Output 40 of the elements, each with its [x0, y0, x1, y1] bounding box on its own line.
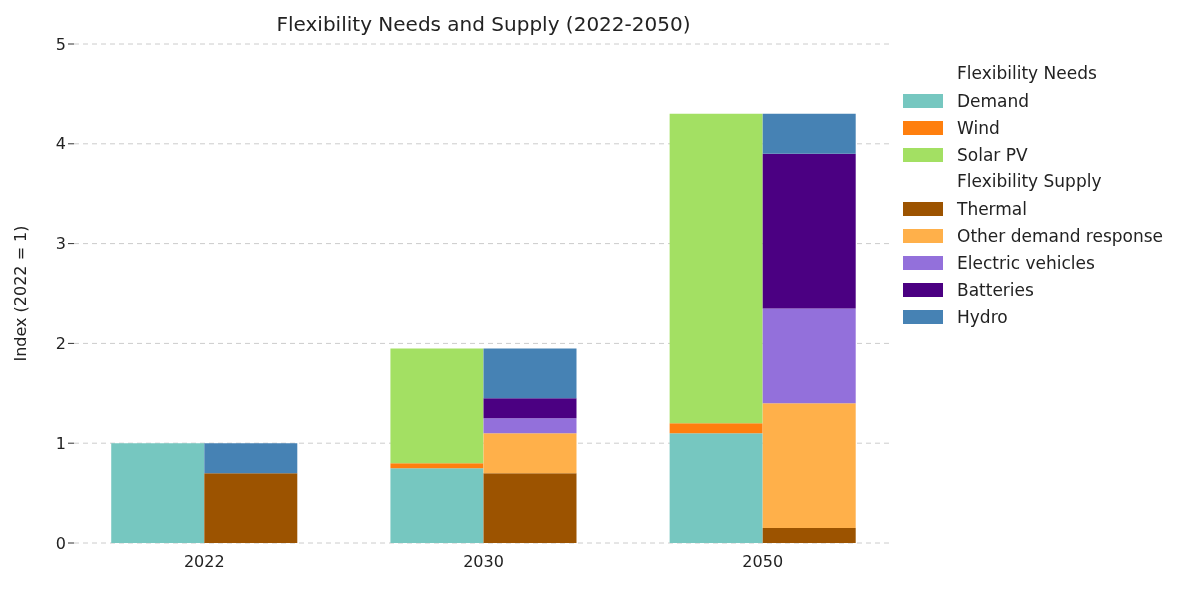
bar — [669, 423, 763, 434]
y-tick-label: 5 — [55, 34, 66, 54]
bar — [762, 153, 856, 309]
bar — [762, 113, 856, 154]
x-tick-label: 2030 — [463, 552, 504, 571]
y-tick-label: 2 — [55, 334, 66, 354]
bar — [483, 433, 577, 474]
bar — [204, 473, 298, 543]
bar — [483, 348, 577, 399]
legend-label: Batteries — [957, 279, 1034, 300]
bar — [762, 403, 856, 529]
y-tick-label: 3 — [55, 234, 66, 254]
bar — [483, 398, 577, 419]
legend-label: Thermal — [957, 198, 1028, 219]
bar — [483, 418, 577, 434]
y-tick-label: 4 — [55, 134, 66, 154]
bar — [390, 463, 484, 469]
x-tick-label: 2022 — [183, 552, 225, 571]
bar — [390, 468, 484, 543]
y-tick-label: 0 — [55, 533, 66, 553]
legend-label: Other demand response — [957, 225, 1164, 246]
bar — [204, 443, 298, 474]
legend-label: Electric vehicles — [957, 252, 1095, 273]
chart-title: Flexibility Needs and Supply (2022-2050) — [275, 12, 692, 36]
y-axis-title: Index (2022 = 1) — [10, 225, 30, 362]
text: Flexibility Needs — [957, 63, 1097, 83]
legend-label: Wind — [957, 117, 1000, 138]
y-tick-label: 1 — [55, 433, 66, 453]
x-tick-label: 2050 — [742, 552, 784, 571]
bar — [762, 528, 856, 543]
legend-label: Solar PV — [957, 144, 1028, 165]
legend-label: Hydro — [957, 306, 1008, 327]
legend-label: Demand — [957, 90, 1030, 111]
bar — [669, 433, 763, 543]
text: Flexibility Supply — [957, 171, 1102, 191]
bar — [762, 308, 856, 404]
bar — [390, 348, 484, 464]
bar — [111, 443, 205, 543]
bar — [483, 473, 577, 543]
bar — [669, 113, 763, 424]
